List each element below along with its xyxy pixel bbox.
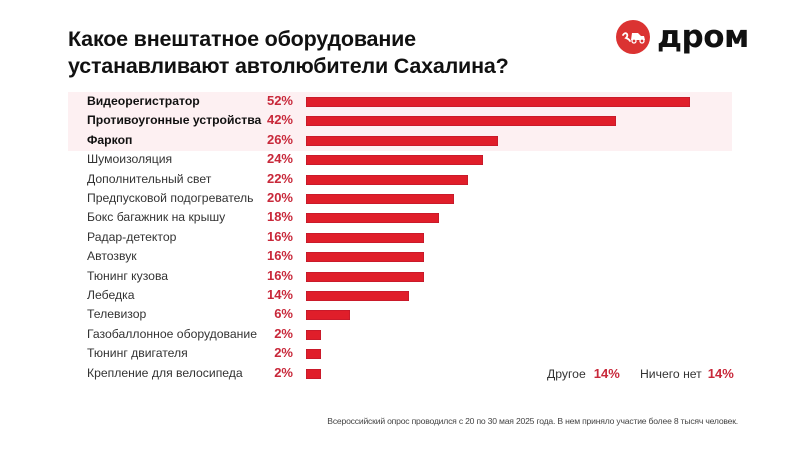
category-label: Лебедка xyxy=(87,288,135,302)
value-label: 2% xyxy=(274,364,293,380)
bar xyxy=(306,232,425,243)
value-label: 42% xyxy=(266,112,293,128)
category-label: Предпусковой подогреватель xyxy=(87,191,254,205)
extra-other-value: 14% xyxy=(593,366,620,381)
extra-other: Другое 14% xyxy=(547,366,620,381)
value-label: 14% xyxy=(266,287,293,302)
category-label: Бокс багажник на крышу xyxy=(87,210,226,225)
bar xyxy=(306,155,484,166)
extra-other-label: Другое xyxy=(547,367,586,381)
bar-row: Телевизор 6% xyxy=(0,306,800,325)
category-label: Тюнинг двигателя xyxy=(87,346,188,361)
bar xyxy=(306,368,321,379)
category-label: Шумоизоляция xyxy=(87,152,173,167)
bar-row: Газобаллонное оборудование 2% xyxy=(0,326,800,345)
bar xyxy=(306,116,617,127)
bar-row: Крепление для велосипеда 2% xyxy=(0,365,800,384)
bar xyxy=(306,97,690,107)
value-label: 18% xyxy=(266,209,293,225)
drom-car-icon xyxy=(616,20,650,54)
category-label: Телевизор xyxy=(87,307,147,322)
bar xyxy=(306,329,321,340)
value-label: 52% xyxy=(266,93,293,108)
value-label: 20% xyxy=(266,190,293,205)
bar xyxy=(306,310,351,321)
bar-row: Автозвук 16% xyxy=(0,248,800,267)
category-label: Фаркоп xyxy=(87,132,133,147)
category-label: Видеорегистратор xyxy=(87,94,200,108)
value-label: 26% xyxy=(266,131,293,147)
bar-row: Противоугонные устройства 42% xyxy=(0,112,800,131)
category-label: Дополнительный свет xyxy=(87,171,212,186)
drom-logo: дром xyxy=(616,17,749,57)
value-label: 16% xyxy=(266,228,293,244)
extra-answers: Другое 14% Ничего нет 14% xyxy=(0,366,800,384)
category-label: Крепление для велосипеда xyxy=(87,365,243,380)
value-label: 2% xyxy=(274,345,293,361)
bar-row: Дополнительный свет 22% xyxy=(0,171,800,190)
bar xyxy=(306,349,321,360)
extra-nothing-value: 14% xyxy=(707,366,734,381)
value-label: 24% xyxy=(266,151,293,167)
bar-row: Бокс багажник на крышу 18% xyxy=(0,209,800,228)
bar-row: Лебедка 14% xyxy=(0,287,800,306)
bar-row: Тюнинг кузова 16% xyxy=(0,268,800,287)
bar-row: Предпусковой подогреватель 20% xyxy=(0,190,800,209)
logo-text: дром xyxy=(657,19,749,55)
category-label: Противоугонные устройства xyxy=(87,113,262,128)
value-label: 22% xyxy=(266,170,293,186)
title-line-1: Какое внештатное оборудование xyxy=(68,27,416,51)
bar-row: Тюнинг двигателя 2% xyxy=(0,345,800,364)
bar xyxy=(306,271,425,282)
bar xyxy=(306,174,469,185)
bar xyxy=(306,194,454,204)
title-line-2: устанавливают автолюбители Сахалина? xyxy=(68,54,509,78)
value-label: 6% xyxy=(274,306,293,322)
category-label: Радар-детектор xyxy=(87,229,177,244)
bar-row: Видеорегистратор 52% xyxy=(0,93,800,112)
category-label: Тюнинг кузова xyxy=(87,268,169,283)
extra-nothing: Ничего нет 14% xyxy=(640,366,734,381)
chart-title: Какое внештатное оборудование устанавлив… xyxy=(68,26,509,80)
bar xyxy=(306,213,439,224)
bar-row: Шумоизоляция 24% xyxy=(0,151,800,170)
category-label: Газобаллонное оборудование xyxy=(87,326,257,341)
bar-row: Радар-детектор 16% xyxy=(0,229,800,248)
bar xyxy=(306,291,410,301)
value-label: 16% xyxy=(266,267,293,283)
footnote: Всероссийский опрос проводился с 20 по 3… xyxy=(327,416,738,426)
bar-row: Фаркоп 26% xyxy=(0,132,800,151)
value-label: 16% xyxy=(266,248,293,264)
value-label: 2% xyxy=(274,325,293,341)
bar xyxy=(306,135,498,146)
category-label: Автозвук xyxy=(87,249,137,264)
extra-nothing-label: Ничего нет xyxy=(640,367,702,381)
bar xyxy=(306,252,425,263)
